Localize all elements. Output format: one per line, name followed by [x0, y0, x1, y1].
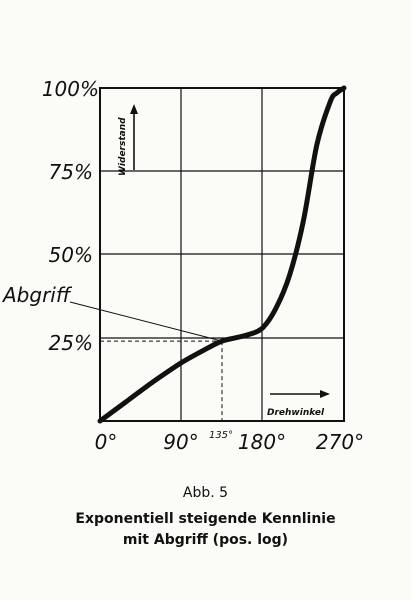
x-axis-arrow: [270, 390, 330, 398]
x-tick-label: 0°: [95, 430, 118, 454]
caption-title: Exponentiell steigende Kennlinie: [75, 511, 336, 527]
x-tick-label: 180°: [238, 430, 286, 454]
tap-leader-line: [69, 301, 223, 342]
x-tick-label: 270°: [316, 430, 364, 454]
tap-x-tick-label: 135°: [209, 430, 233, 441]
caption-subtitle: mit Abgriff (pos. log): [122, 532, 289, 548]
series-line: [97, 85, 347, 424]
caption-figure-number: Abb. 5: [182, 485, 229, 501]
y-tick-label: 100%: [42, 77, 99, 101]
y-tick-label: 25%: [49, 331, 93, 355]
y-tick-label: 50%: [49, 243, 93, 267]
arrow-up-icon: [130, 104, 138, 114]
x-tick-label: 90°: [163, 430, 198, 454]
y-axis-label: Widerstand: [118, 117, 128, 176]
x-axis-label: Drehwinkel: [267, 408, 325, 418]
tap-label: Abgriff: [1, 283, 73, 307]
y-axis-arrow: [130, 104, 138, 170]
y-tick-label: 75%: [49, 160, 93, 184]
arrow-right-icon: [320, 390, 330, 398]
